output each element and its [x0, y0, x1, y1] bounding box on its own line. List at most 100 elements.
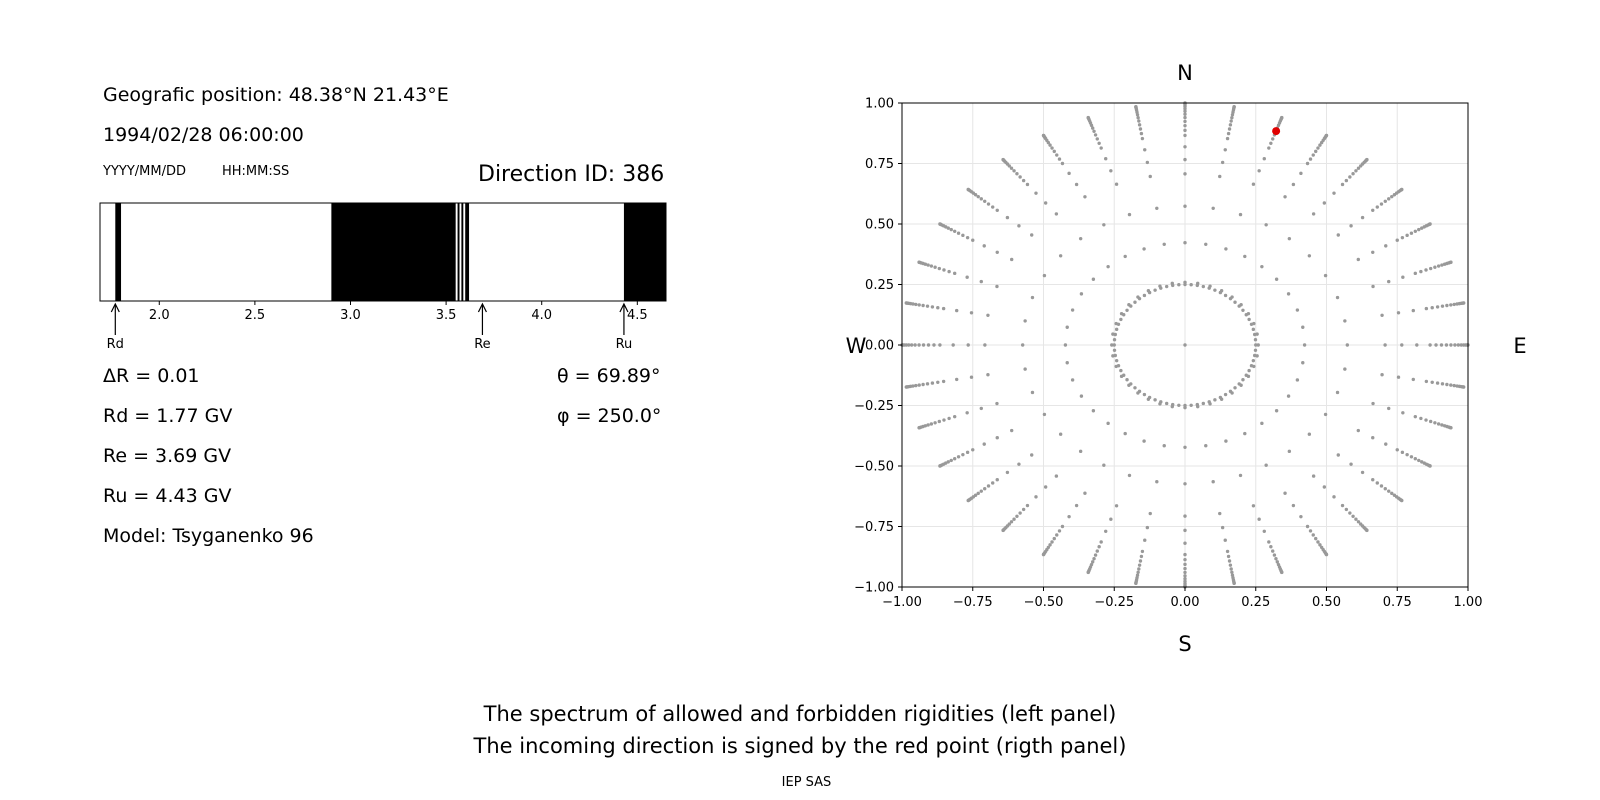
direction-grid-point: [1177, 283, 1181, 287]
direction-grid-point: [1271, 137, 1275, 141]
direction-grid-point: [1251, 504, 1256, 508]
direction-grid-point: [1015, 514, 1019, 518]
direction-grid-point: [1252, 353, 1257, 358]
direction-grid-point: [1052, 536, 1056, 541]
direction-grid-point: [1009, 520, 1014, 524]
direction-grid-point: [1252, 332, 1257, 337]
direction-grid-point: [1305, 524, 1310, 529]
direction-grid-point: [1143, 538, 1147, 542]
direction-grid-point: [1189, 283, 1193, 287]
direction-grid-point: [1371, 435, 1375, 440]
direction-grid-point: [1323, 273, 1328, 278]
direction-grid-point: [1119, 368, 1123, 373]
direction-grid-point: [1137, 563, 1142, 567]
direction-grid-point: [1251, 182, 1256, 186]
direction-grid-point: [941, 306, 946, 311]
direction-grid-point: [1147, 290, 1152, 295]
direction-grid-point: [1183, 133, 1187, 138]
direction-grid-point: [938, 222, 942, 226]
direction-grid-point: [936, 306, 940, 310]
direction-grid-point: [1183, 574, 1187, 578]
direction-grid-point: [1162, 242, 1166, 246]
direction-grid-point: [1238, 212, 1243, 217]
direction-grid-point: [1125, 378, 1129, 382]
direction-grid-point: [1308, 157, 1313, 161]
direction-grid-point: [1183, 112, 1187, 116]
direction-grid-point: [917, 426, 921, 430]
direction-grid-point: [1223, 293, 1228, 298]
direction-grid-point: [979, 406, 983, 411]
direction-grid-point: [1220, 160, 1225, 165]
direction-grid-point: [1054, 212, 1059, 216]
direction-grid-point: [1314, 149, 1318, 154]
direction-grid-point: [1340, 503, 1345, 508]
direction-grid-point: [1316, 146, 1320, 150]
direction-grid-point: [1223, 148, 1227, 152]
direction-grid-point: [1256, 343, 1260, 347]
delta-r-value: ΔR = 0.01: [103, 365, 200, 387]
direction-grid-point: [1356, 428, 1361, 433]
direction-grid-point: [982, 244, 986, 248]
direction-grid-point: [1183, 157, 1187, 162]
marker-arrowhead-ru: [619, 302, 629, 313]
direction-grid-point: [1079, 292, 1084, 296]
direction-grid-point: [1095, 137, 1099, 141]
direction-grid-point: [1311, 212, 1316, 216]
direction-grid-point: [1462, 301, 1466, 305]
direction-grid-point: [1041, 552, 1046, 557]
direction-grid-point: [1356, 257, 1361, 262]
direction-grid-point: [914, 383, 918, 388]
direction-grid-point: [1440, 423, 1444, 427]
direction-grid-point: [1183, 528, 1187, 533]
forbidden-bands: [115, 203, 666, 301]
direction-grid-point: [1228, 563, 1233, 567]
direction-grid-point: [1095, 549, 1099, 553]
direction-grid-point: [1420, 226, 1424, 230]
direction-grid-point: [1419, 416, 1423, 421]
direction-grid-point: [1316, 540, 1320, 544]
direction-grid-point: [1171, 283, 1175, 288]
direction-grid-point: [1322, 201, 1327, 205]
direction-grid-point: [1058, 254, 1063, 258]
direction-grid-point: [1183, 109, 1187, 113]
direction-grid-point: [938, 343, 942, 347]
direction-grid-point: [1114, 327, 1119, 332]
direction-grid-point: [1229, 119, 1233, 123]
direction-grid-point: [1183, 514, 1187, 518]
direction-grid-point: [1057, 529, 1062, 533]
direction-grid-point: [1244, 373, 1248, 377]
direction-grid-point: [1091, 277, 1096, 281]
direction-grid-point: [1456, 343, 1461, 347]
x-tick-label: −0.75: [953, 595, 993, 610]
direction-grid-point: [1280, 570, 1284, 575]
direction-grid-point: [1452, 383, 1456, 388]
direction-grid-point: [1318, 143, 1322, 147]
direction-grid-point: [1371, 250, 1375, 255]
direction-grid-point: [1023, 367, 1027, 371]
direction-grid-point: [1125, 308, 1129, 312]
direction-grid-point: [1287, 236, 1292, 241]
direction-grid-point: [1379, 484, 1384, 488]
ru-value: Ru = 4.43 GV: [103, 485, 232, 507]
direction-grid-point: [1099, 146, 1103, 150]
direction-grid-point: [1043, 201, 1048, 205]
direction-grid-point: [1034, 495, 1038, 499]
direction-grid-point: [995, 435, 999, 440]
direction-grid-point: [1340, 182, 1345, 187]
direction-grid-point: [1133, 300, 1137, 304]
direction-grid-point: [1390, 491, 1394, 496]
direction-grid-point: [938, 464, 942, 468]
direction-grid-point: [1201, 284, 1206, 289]
direction-grid-point: [1295, 308, 1300, 312]
direction-grid-point: [1305, 161, 1310, 166]
direction-grid-point: [1233, 386, 1237, 390]
spectrum-tick-label: 2.5: [245, 308, 266, 323]
direction-grid-point: [1063, 343, 1068, 347]
direction-grid-point: [1269, 141, 1273, 145]
direction-grid-point: [1183, 115, 1187, 120]
direction-grid-point: [1050, 540, 1054, 544]
direction-grid-point: [1311, 474, 1316, 478]
direction-grid-point: [1204, 444, 1208, 448]
direction-grid-point: [1148, 174, 1152, 179]
direction-grid-point: [1400, 187, 1404, 192]
